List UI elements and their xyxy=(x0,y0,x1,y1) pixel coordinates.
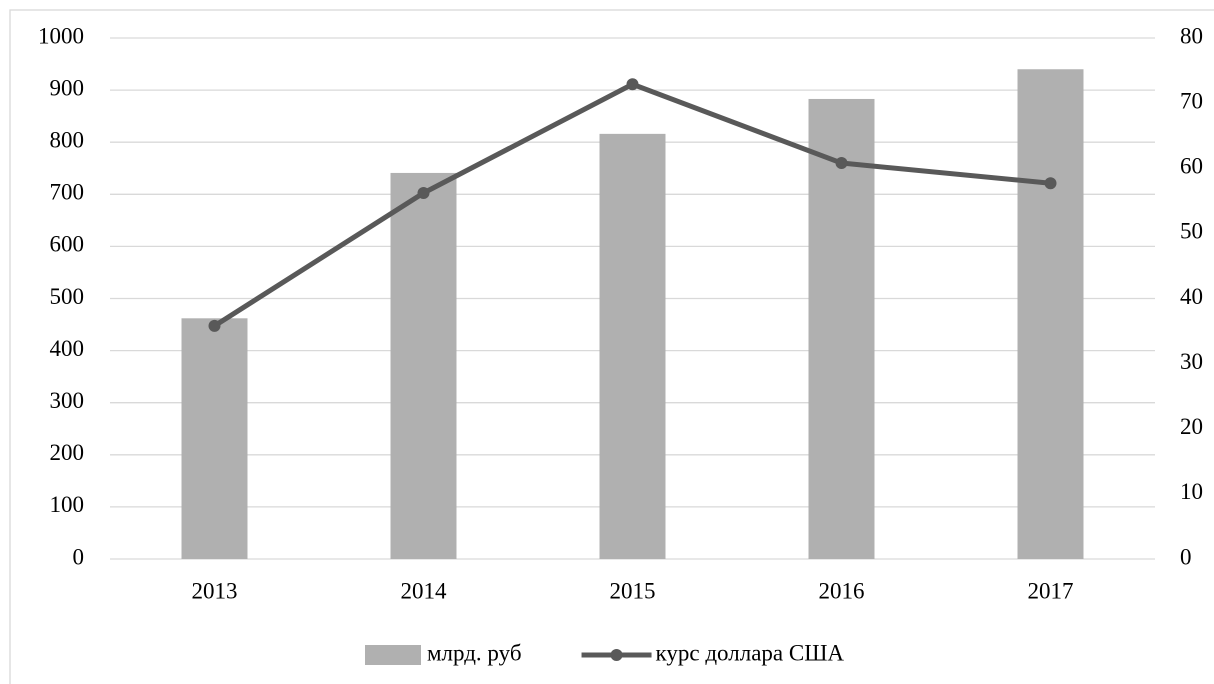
y2-tick-label: 40 xyxy=(1180,284,1203,309)
x-tick-label: 2014 xyxy=(401,578,448,603)
y-tick-label: 400 xyxy=(50,336,85,361)
bar xyxy=(390,172,457,559)
y2-tick-label: 70 xyxy=(1180,88,1203,113)
line-marker xyxy=(835,157,848,170)
x-tick-label: 2017 xyxy=(1028,578,1074,603)
y-tick-label: 100 xyxy=(50,492,85,517)
y-tick-label: 300 xyxy=(50,388,85,413)
y2-tick-label: 30 xyxy=(1180,349,1203,374)
legend-marker xyxy=(610,649,623,661)
bar xyxy=(599,133,666,559)
y-tick-label: 500 xyxy=(50,284,85,309)
y-tick-label: 700 xyxy=(50,180,85,205)
y-tick-label: 200 xyxy=(50,440,85,465)
legend-swatch xyxy=(365,645,421,665)
y2-tick-label: 80 xyxy=(1180,23,1203,48)
line-marker xyxy=(1044,177,1057,190)
y-tick-label: 0 xyxy=(73,544,85,569)
y2-tick-label: 0 xyxy=(1180,544,1192,569)
x-tick-label: 2015 xyxy=(610,578,656,603)
y-tick-label: 900 xyxy=(50,75,85,100)
y-tick-label: 800 xyxy=(50,127,85,152)
line-marker xyxy=(208,319,221,332)
bar xyxy=(808,98,875,559)
legend-label: курс доллара США xyxy=(656,640,845,665)
y2-tick-label: 60 xyxy=(1180,154,1203,179)
y2-tick-label: 10 xyxy=(1180,479,1203,504)
chart-frame xyxy=(9,9,1214,684)
x-tick-label: 2016 xyxy=(819,578,865,603)
legend-label: млрд. руб xyxy=(427,640,522,665)
y-tick-label: 600 xyxy=(50,232,85,257)
bar xyxy=(1017,69,1084,559)
bar xyxy=(181,318,248,559)
y-tick-label: 1000 xyxy=(38,23,84,48)
line-marker xyxy=(417,186,430,199)
x-tick-label: 2013 xyxy=(192,578,238,603)
y2-tick-label: 20 xyxy=(1180,414,1203,439)
line-marker xyxy=(626,78,639,91)
y2-tick-label: 50 xyxy=(1180,219,1203,244)
